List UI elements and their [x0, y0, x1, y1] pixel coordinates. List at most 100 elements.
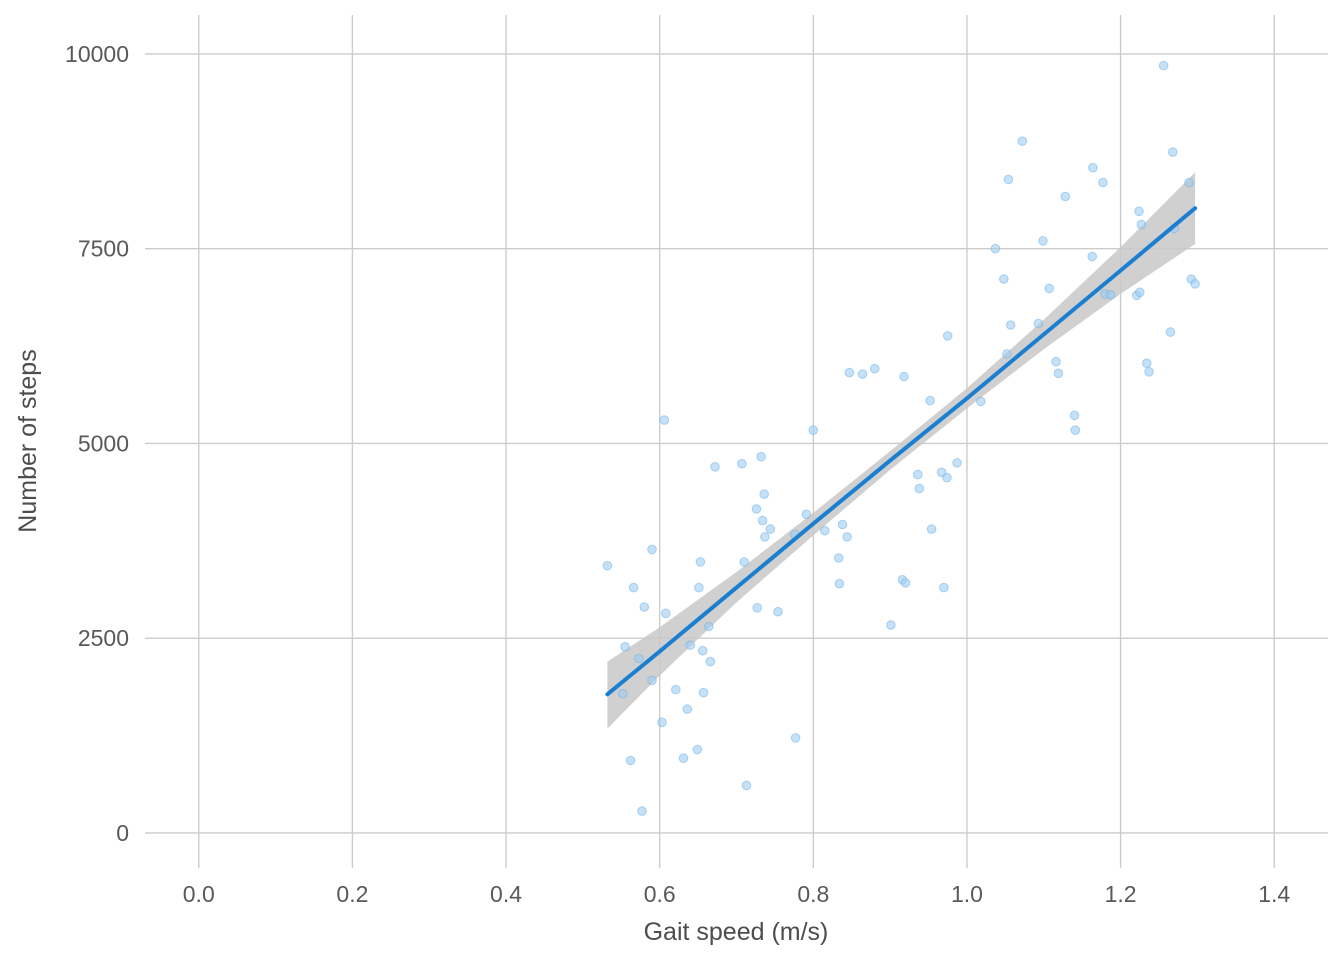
- data-point: [976, 396, 986, 407]
- data-point: [952, 458, 962, 468]
- y-tick-label: 5000: [78, 430, 129, 456]
- data-point: [698, 687, 709, 698]
- data-point: [697, 645, 708, 656]
- data-point: [760, 532, 770, 542]
- data-point: [661, 608, 671, 619]
- data-point: [659, 415, 670, 425]
- data-point: [639, 602, 650, 612]
- data-point: [1165, 327, 1176, 337]
- data-point: [899, 371, 909, 382]
- y-axis-ticks: 0 2500 5000 7500 10000: [65, 41, 129, 846]
- data-point: [1105, 289, 1116, 300]
- data-point: [1017, 136, 1028, 146]
- data-point: [801, 509, 812, 520]
- data-point: [925, 395, 935, 406]
- data-point: [628, 582, 639, 593]
- grid-lines: [145, 15, 1328, 868]
- x-tick-label: 1.4: [1258, 881, 1290, 907]
- x-tick-label: 0.4: [490, 881, 522, 907]
- data-point: [1144, 367, 1154, 377]
- x-axis-title: Gait speed (m/s): [644, 918, 829, 946]
- data-point: [1158, 60, 1169, 71]
- y-tick-label: 10000: [65, 41, 129, 67]
- x-tick-label: 0.0: [183, 881, 215, 907]
- data-point: [756, 451, 766, 462]
- data-point: [637, 806, 647, 816]
- data-point: [808, 425, 819, 436]
- data-point: [900, 578, 911, 588]
- data-point: [1136, 219, 1147, 230]
- data-point: [844, 367, 855, 378]
- data-point: [913, 469, 923, 480]
- fit-line-group: [605, 206, 1198, 697]
- data-point: [834, 578, 845, 589]
- x-tick-label: 0.8: [797, 881, 829, 907]
- data-point: [1005, 320, 1016, 330]
- data-point: [790, 733, 801, 743]
- data-point: [1141, 358, 1152, 369]
- data-point: [618, 688, 628, 699]
- data-point: [739, 557, 750, 567]
- data-point: [705, 656, 716, 667]
- data-point: [1033, 318, 1044, 329]
- data-point: [833, 553, 844, 563]
- data-point: [842, 532, 852, 542]
- data-point: [657, 717, 667, 728]
- data-point: [1098, 177, 1108, 188]
- data-point: [710, 462, 720, 472]
- data-point: [685, 640, 696, 651]
- data-point: [759, 489, 770, 499]
- data-point: [870, 363, 880, 374]
- data-point: [1168, 147, 1178, 157]
- data-point: [602, 560, 613, 571]
- y-axis-title: Number of steps: [14, 349, 42, 532]
- data-point: [757, 515, 768, 526]
- data-point: [1190, 279, 1200, 289]
- data-point: [990, 243, 1001, 254]
- data-point: [751, 504, 762, 514]
- data-point: [752, 603, 763, 613]
- x-tick-label: 1.2: [1105, 881, 1137, 907]
- data-point: [942, 472, 952, 483]
- data-point: [741, 780, 752, 791]
- data-point: [682, 704, 693, 714]
- data-point: [914, 483, 925, 494]
- data-point: [647, 675, 657, 686]
- data-point: [695, 557, 706, 567]
- y-tick-label: 0: [116, 820, 129, 846]
- data-point: [634, 653, 644, 664]
- fit-line: [605, 206, 1198, 697]
- data-point: [886, 620, 896, 630]
- data-point: [942, 331, 953, 341]
- data-point: [926, 524, 937, 534]
- data-point: [1002, 349, 1012, 359]
- x-tick-label: 1.0: [951, 881, 983, 907]
- data-point: [1088, 162, 1098, 173]
- data-point: [1051, 356, 1061, 367]
- data-point: [647, 544, 657, 555]
- data-point: [1053, 368, 1064, 379]
- data-point: [765, 524, 776, 534]
- data-point: [1134, 206, 1144, 217]
- data-point: [773, 606, 783, 617]
- data-point: [1135, 287, 1145, 298]
- data-point: [678, 753, 689, 764]
- data-point: [671, 684, 681, 695]
- data-point: [625, 755, 636, 766]
- data-point: [737, 458, 747, 469]
- data-points: [602, 60, 1200, 816]
- data-point: [999, 274, 1009, 284]
- data-point: [620, 642, 630, 652]
- data-point: [704, 621, 714, 632]
- data-point: [1038, 236, 1048, 246]
- x-tick-label: 0.6: [644, 881, 676, 907]
- data-point: [1060, 191, 1071, 202]
- data-point: [692, 744, 703, 755]
- data-point: [837, 519, 848, 530]
- x-axis-ticks: 0.0 0.2 0.4 0.6 0.8 1.0 1.2 1.4: [183, 881, 1291, 907]
- data-point: [694, 582, 704, 593]
- data-point: [1070, 425, 1081, 436]
- data-point: [1087, 251, 1097, 262]
- data-point: [820, 525, 830, 536]
